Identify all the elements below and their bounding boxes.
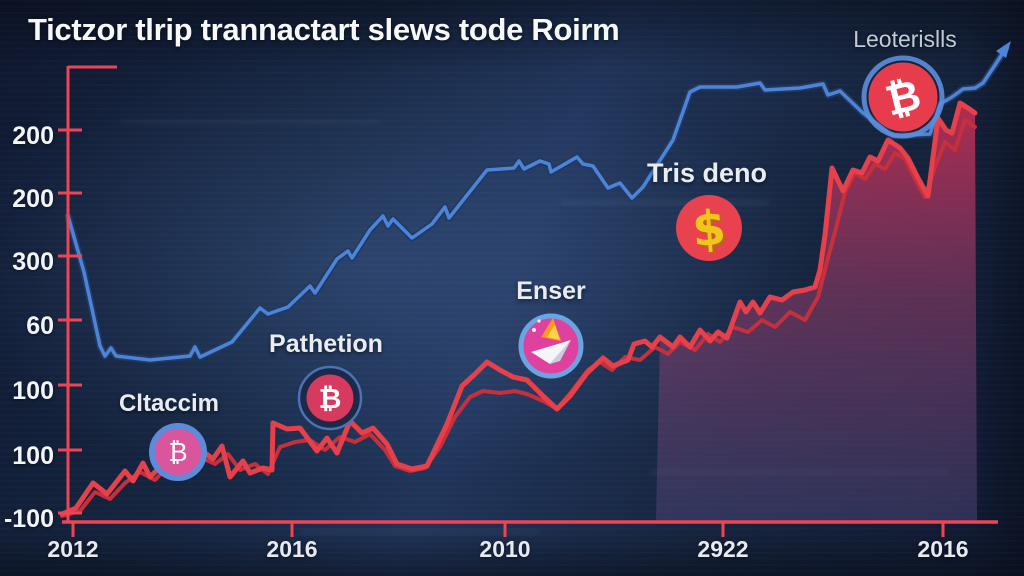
x-axis-ticks bbox=[71, 522, 945, 537]
red-trend-line-bright bbox=[59, 100, 978, 517]
y-axis-label: 200 bbox=[12, 185, 54, 213]
enser-paper-plane-coin-icon bbox=[518, 313, 584, 379]
background-bottom-shade bbox=[0, 530, 1024, 576]
background-smudge bbox=[300, 530, 540, 534]
background-smudge bbox=[560, 200, 770, 205]
sparkle bbox=[532, 328, 536, 332]
bitcoin-coin-icon: ₿ bbox=[861, 55, 945, 139]
bitcoin-glyph: ₿ bbox=[319, 382, 342, 415]
cltaccim-coin-icon: ₿ bbox=[149, 423, 207, 481]
x-axis-label: 2922 bbox=[697, 536, 749, 562]
annotation-label-tris-deno: Tris deno bbox=[646, 158, 768, 188]
trend-arrow-icon bbox=[996, 41, 1011, 58]
axes bbox=[58, 65, 998, 537]
y-axis-ticks bbox=[58, 128, 82, 515]
dollar-glyph-shadow: $ bbox=[693, 202, 730, 260]
y-axis-label: 100 bbox=[12, 442, 54, 470]
bitcoin-glyph: ₿ bbox=[168, 438, 187, 468]
y-axis-label: 60 bbox=[26, 312, 54, 340]
paper-plane-fold bbox=[550, 340, 571, 364]
dollar-glyph: $ bbox=[690, 200, 727, 258]
y-axis-label: 100 bbox=[12, 377, 54, 405]
y-axis-label: 300 bbox=[12, 248, 54, 276]
coin-face bbox=[676, 195, 742, 261]
flame-inner bbox=[547, 325, 560, 340]
x-axis-label: 2016 bbox=[266, 536, 318, 562]
y-axis-label: -100 bbox=[3, 505, 54, 533]
x-axis-label: 2016 bbox=[917, 536, 969, 562]
red-area-fill bbox=[656, 103, 977, 522]
tris-deno-dollar-coin-icon: $ $ bbox=[676, 195, 742, 261]
coin-ring bbox=[861, 55, 945, 139]
background-vignette bbox=[0, 0, 1024, 72]
blue-trend-line bbox=[66, 46, 1008, 362]
page-title: Tictzor tlrip trannactart slews tode Roi… bbox=[28, 12, 620, 47]
pathetion-coin-icon: ₿ bbox=[297, 365, 363, 431]
x-axis-label: 2010 bbox=[479, 536, 531, 562]
sparkle bbox=[537, 319, 541, 323]
coin-ring bbox=[149, 423, 207, 481]
annotation-label-enser: Enser bbox=[516, 277, 586, 305]
coin-face bbox=[306, 374, 354, 422]
annotation-label-pathetion: Pathetion bbox=[269, 330, 383, 358]
watermark-label: Leoterislls bbox=[853, 26, 957, 52]
annotation-label-cltaccim: Cltaccim bbox=[118, 390, 220, 417]
x-axis-label: 2012 bbox=[47, 536, 99, 562]
paper-plane-icon bbox=[531, 340, 571, 364]
background-smudge bbox=[120, 120, 380, 124]
y-axis-label: 200 bbox=[12, 122, 54, 150]
coin-face bbox=[868, 62, 938, 132]
